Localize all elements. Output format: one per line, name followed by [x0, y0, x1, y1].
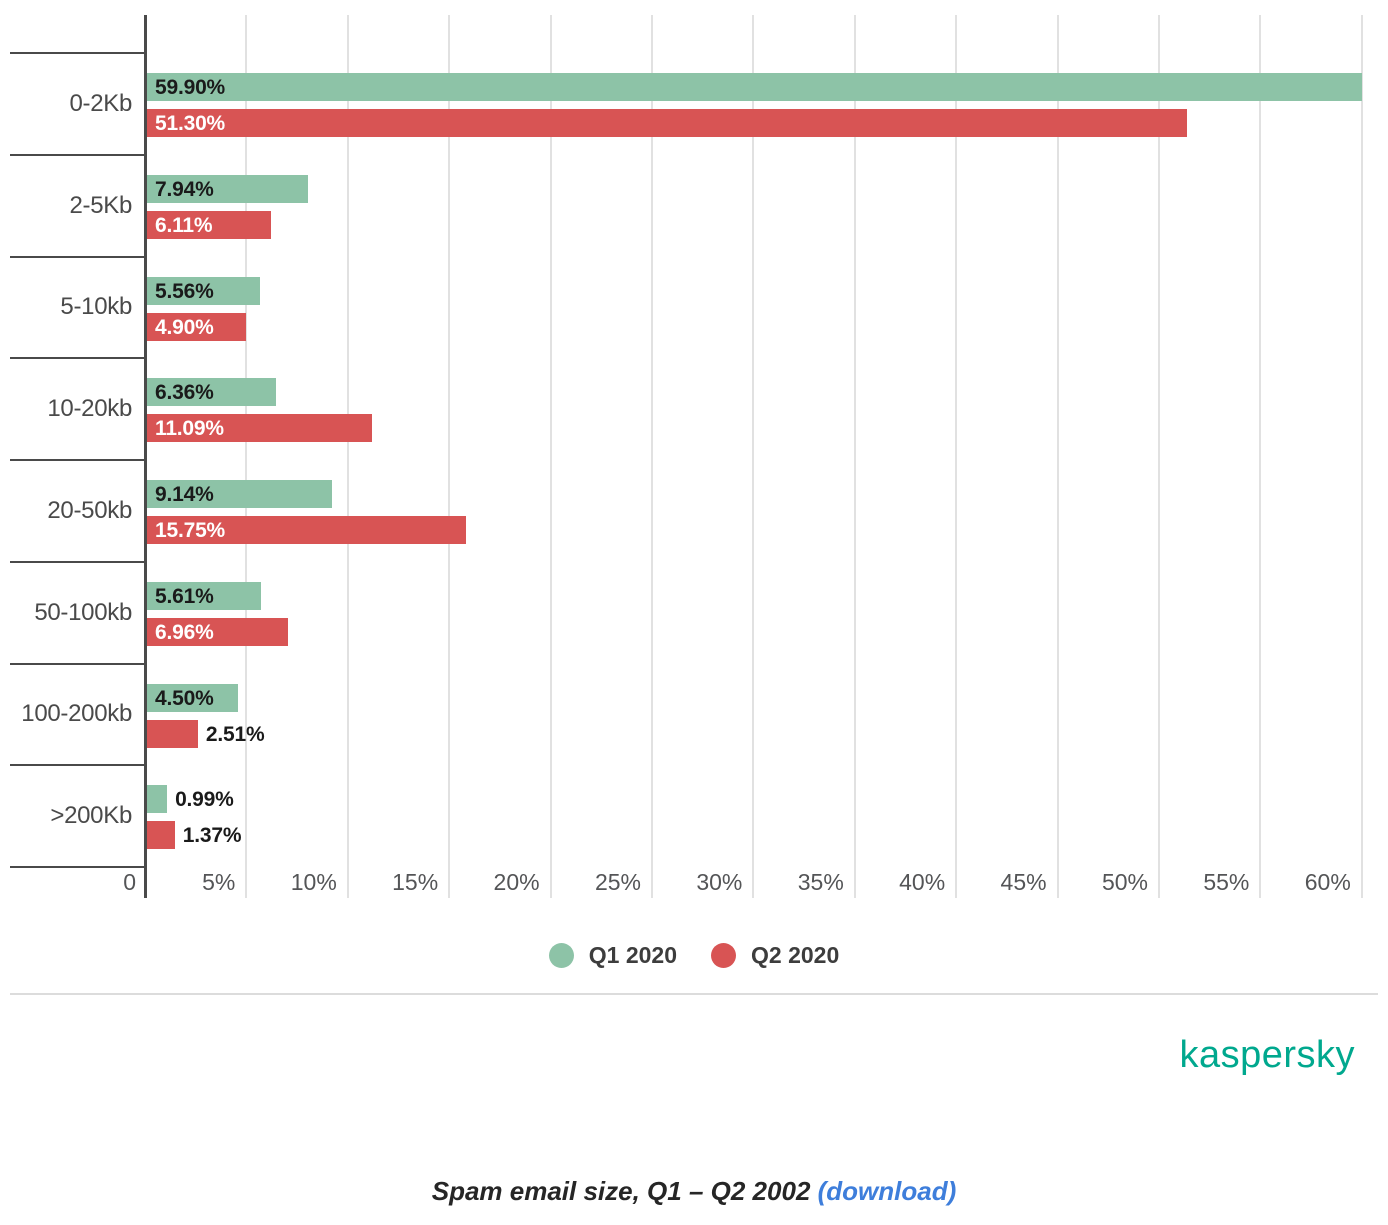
q1-legend-dot-icon [548, 943, 574, 968]
category-tick [10, 866, 145, 868]
bar-value-label: 6.11% [155, 213, 213, 237]
category-label: 0-2Kb [69, 89, 132, 117]
x-axis-tick-label: 60% [1304, 869, 1351, 895]
x-axis-tick-label: 20% [493, 869, 540, 895]
divider [10, 993, 1378, 995]
category-label: 10-20kb [47, 395, 132, 423]
bar-q2 [147, 414, 372, 443]
gridline [955, 15, 958, 898]
bar-value-label: 15.75% [155, 519, 226, 542]
x-axis-tick-label: 15% [392, 869, 439, 895]
q2-legend-dot-icon [711, 943, 736, 968]
legend-item-q1: Q1 2020 [548, 942, 677, 969]
bar-q1 [147, 683, 239, 712]
bar-q2 [147, 821, 175, 850]
category-label: 2-5Kb [69, 191, 132, 219]
bar-value-label: 6.36% [155, 381, 214, 405]
gridline [853, 15, 856, 898]
bar-q1 [147, 276, 260, 305]
bar-q2 [147, 516, 467, 544]
category-tick [10, 662, 145, 665]
bar-value-label: 11.09% [155, 417, 224, 441]
category-label: 50-100kb [34, 598, 132, 626]
gridline [448, 15, 451, 898]
spam-size-bar-chart: 0-2Kb 59.90% 51.30% 2-5Kb 7.94% 6.11% 5-10kb 5.… [10, 15, 1363, 898]
gridline [1360, 15, 1363, 898]
bar-q1 [147, 581, 261, 610]
gridline [1259, 15, 1262, 898]
category-tick [10, 459, 145, 461]
y-axis-line [143, 15, 147, 898]
gridline [1056, 15, 1059, 898]
bar-q2 [147, 312, 247, 341]
legend-label-q1: Q1 2020 [588, 942, 677, 968]
bar-value-label: 6.96% [155, 620, 214, 644]
bar-q1 [147, 174, 309, 203]
bar-q1 [147, 480, 333, 508]
legend: Q1 2020 Q2 2020 [0, 942, 1388, 969]
x-axis-tick-label: 25% [594, 869, 641, 895]
legend-label-q2: Q2 2020 [751, 942, 840, 968]
chart-caption: Spam email size, Q1 – Q2 2002 (download) [0, 1176, 1388, 1207]
gridline [752, 15, 755, 898]
bar-q2 [147, 719, 198, 748]
bar-q1 [147, 378, 276, 407]
category-tick [10, 357, 145, 360]
bar-value-label: 4.50% [155, 686, 214, 710]
caption-text: Spam email size, Q1 – Q2 2002 [431, 1176, 818, 1206]
bar-value-label: 9.14% [155, 483, 214, 506]
download-link[interactable]: (download) [817, 1176, 957, 1206]
x-axis-tick-label: 0 [123, 869, 136, 895]
bar-value-label: 5.56% [155, 279, 214, 303]
bar-q2 [147, 109, 1188, 137]
bar-value-label: 7.94% [155, 177, 214, 201]
x-axis-tick-label: 40% [899, 869, 946, 895]
kaspersky-logo: kaspersky [1179, 1034, 1355, 1076]
bar-value-label: 51.30% [155, 112, 226, 135]
category-tick [10, 560, 145, 563]
gridline [651, 15, 653, 898]
bar-q2 [147, 210, 271, 239]
bar-value-label: 1.37% [182, 824, 242, 848]
x-axis-tick-label: 35% [797, 869, 844, 895]
x-axis-tick-label: 45% [1000, 869, 1047, 895]
x-axis-tick-label: 30% [696, 869, 743, 895]
bar-value-label: 0.99% [175, 788, 234, 812]
x-axis-tick-label: 10% [290, 869, 337, 895]
category-label: 5-10kb [60, 293, 132, 321]
legend-item-q2: Q2 2020 [711, 942, 839, 969]
gridline [549, 15, 552, 898]
x-axis-tick-label: 50% [1101, 869, 1148, 895]
category-tick [10, 52, 145, 54]
bar-q1 [147, 785, 168, 814]
bar-value-label: 59.90% [155, 76, 226, 99]
category-tick [10, 255, 145, 258]
bar-q1 [147, 73, 1362, 101]
bar-value-label: 2.51% [205, 722, 265, 746]
bar-value-label: 4.90% [155, 315, 214, 339]
x-axis-tick-label: 5% [202, 869, 236, 895]
category-tick [10, 764, 145, 767]
category-label: 20-50kb [47, 496, 132, 524]
gridline [346, 15, 349, 898]
category-label: >200Kb [50, 802, 132, 830]
category-label: 100-200kb [21, 700, 132, 728]
x-axis-tick-label: 55% [1203, 869, 1250, 895]
category-tick [10, 153, 145, 156]
bar-q2 [147, 617, 289, 646]
gridline [245, 15, 248, 898]
bar-value-label: 5.61% [155, 584, 214, 608]
gridline [1158, 15, 1160, 898]
